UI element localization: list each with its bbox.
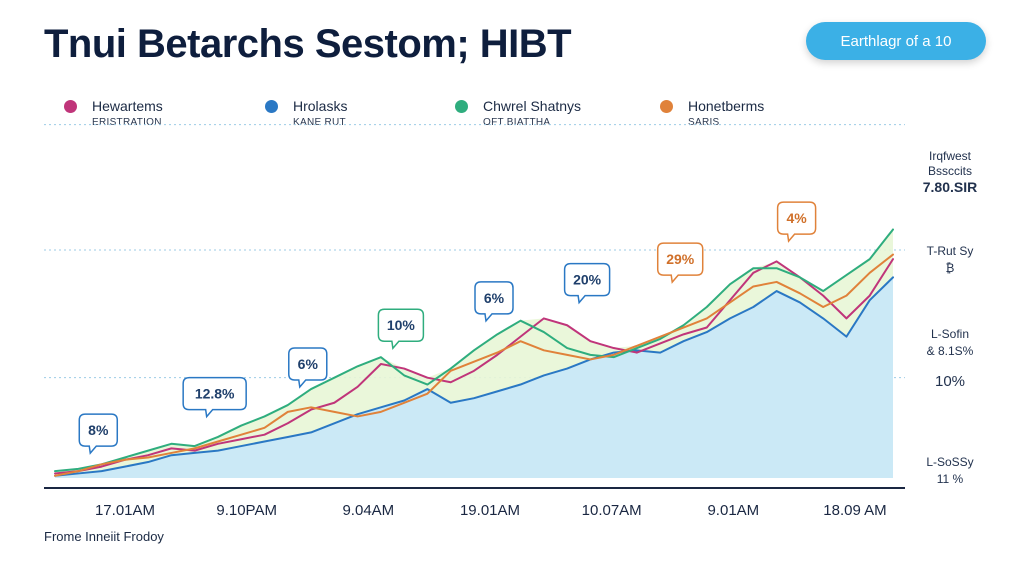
callout: 4%	[776, 201, 817, 243]
right-label-5a: L-SoSSy	[926, 455, 973, 469]
right-label-1b: Bssccits	[928, 164, 972, 178]
x-tick-label: 9.01AM	[707, 502, 759, 519]
x-tick-label: 19.01AM	[460, 502, 520, 519]
right-label-2a: T-Rut Sy	[927, 244, 974, 258]
line-layer	[54, 228, 894, 477]
callout: 10%	[377, 308, 425, 350]
header-action-button[interactable]: Earthlagr of a 10	[806, 22, 986, 60]
callout-label: 10%	[387, 317, 416, 333]
legend-sub: OFT BIATTHA	[483, 117, 551, 128]
x-tick-label: 10.07AM	[582, 502, 642, 519]
callout: 29%	[656, 242, 704, 284]
callout: 12.8%	[182, 376, 247, 419]
area-layer	[55, 229, 893, 478]
series-line-chwrel-shatnys	[54, 228, 894, 473]
callout-bubble	[563, 262, 611, 305]
callout-label: 8%	[88, 422, 109, 438]
legend-sub: KANE RUT	[293, 117, 346, 128]
legend-name: Honetberms	[688, 98, 765, 114]
footer-note: Frome Inneiit Frodoy	[44, 529, 164, 544]
callout: 6%	[474, 281, 514, 323]
callout-bubble	[656, 242, 704, 284]
legend-dot-icon	[64, 100, 77, 113]
legend-name: Chwrel Shatnys	[483, 98, 582, 114]
legend-dot-icon	[660, 100, 673, 113]
right-label-1a: Irqfwest	[929, 149, 972, 163]
callout: 20%	[563, 262, 611, 305]
callout-label: 4%	[786, 210, 807, 226]
x-tick-label: 17.01AM	[95, 502, 155, 519]
x-tick-label: 9.10PAM	[216, 502, 277, 519]
series-line-honetberms	[54, 253, 894, 477]
annotation-layer: 8% 12.8% 6% 10% 6% 20% 29% 4%	[78, 201, 817, 455]
legend-sub: ERISTRATION	[92, 117, 162, 128]
legend-name: Hewartems	[92, 98, 163, 114]
right-label-1c: 7.80.SIR	[923, 179, 977, 195]
callout-bubble	[78, 413, 119, 455]
series-line-hewartems	[54, 258, 894, 475]
right-label-3a: L-Sofin	[931, 327, 969, 341]
area-lower-fill	[55, 277, 893, 478]
callout-label: 6%	[484, 290, 505, 306]
right-label-2b: ₿	[946, 261, 955, 275]
page-title: Tnui Betarchs Sestom; HIBT	[44, 22, 572, 66]
callout: 6%	[288, 347, 328, 389]
x-tick-label: 18.09 AM	[823, 502, 886, 519]
callout-bubble	[377, 308, 425, 350]
right-label-5b: 11 %	[937, 472, 964, 486]
callout-bubble	[182, 376, 247, 419]
callout-bubble	[776, 201, 817, 243]
legend-name: Hrolasks	[293, 98, 348, 114]
callout-label: 29%	[666, 251, 695, 267]
x-tick-label: 9.04AM	[342, 502, 394, 519]
callout-label: 12.8%	[195, 386, 235, 402]
series-line-hrolasks	[54, 276, 894, 477]
callout-bubble	[288, 347, 328, 389]
right-label-4: 10%	[935, 373, 965, 390]
legend-sub: SARIS	[688, 117, 720, 128]
right-label-3b: & 8.1S%	[927, 344, 974, 358]
callout-bubble	[474, 281, 514, 323]
legend-dot-icon	[265, 100, 278, 113]
tick-layer: 17.01AM 9.10PAM 9.04AM 19.01AM 10.07AM 9.01AM…	[95, 502, 887, 519]
callout: 8%	[78, 413, 119, 455]
right-labels: Irqfwest Bssccits 7.80.SIR T-Rut Sy ₿ L-…	[923, 149, 977, 486]
callout-label: 20%	[573, 272, 602, 288]
legend-dot-icon	[455, 100, 468, 113]
callout-label: 6%	[298, 356, 319, 372]
chart-legend: Hewartems ERISTRATION Hrolasks KANE RUT …	[0, 98, 1024, 138]
